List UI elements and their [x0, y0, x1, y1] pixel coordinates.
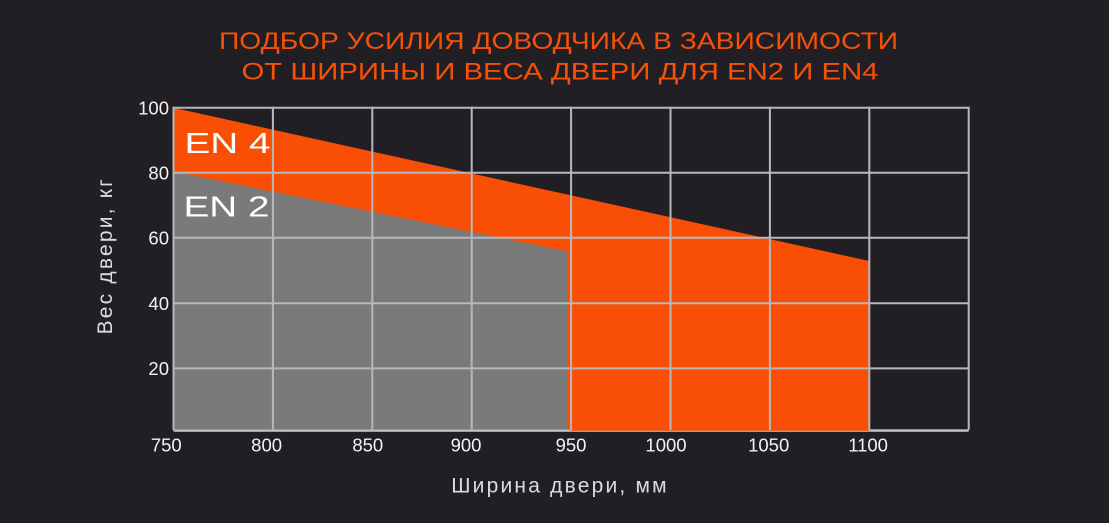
svg-text:ПОДБОР УСИЛИЯ ДОВОДЧИКА В ЗАВИ: ПОДБОР УСИЛИЯ ДОВОДЧИКА В ЗАВИСИМОСТИ — [219, 28, 898, 55]
svg-text:800: 800 — [251, 435, 282, 456]
svg-text:900: 900 — [451, 435, 482, 456]
svg-text:60: 60 — [148, 227, 169, 248]
svg-text:80: 80 — [148, 162, 169, 183]
svg-text:ОТ ШИРИНЫ И ВЕСА ДВЕРИ ДЛЯ EN2: ОТ ШИРИНЫ И ВЕСА ДВЕРИ ДЛЯ EN2 И EN4 — [242, 59, 879, 86]
svg-text:Вес двери, кг: Вес двери, кг — [94, 177, 117, 334]
svg-text:20: 20 — [148, 358, 169, 379]
svg-text:100: 100 — [138, 97, 169, 118]
svg-text:850: 850 — [352, 435, 383, 456]
svg-text:EN 2: EN 2 — [184, 191, 270, 223]
svg-text:Ширина двери, мм: Ширина двери, мм — [451, 475, 669, 498]
svg-text:EN 4: EN 4 — [185, 128, 271, 160]
svg-text:750: 750 — [151, 435, 182, 456]
svg-text:1050: 1050 — [748, 435, 789, 456]
svg-text:40: 40 — [148, 293, 169, 314]
svg-text:1100: 1100 — [848, 435, 888, 456]
svg-text:950: 950 — [556, 435, 587, 456]
svg-text:1000: 1000 — [645, 435, 686, 456]
